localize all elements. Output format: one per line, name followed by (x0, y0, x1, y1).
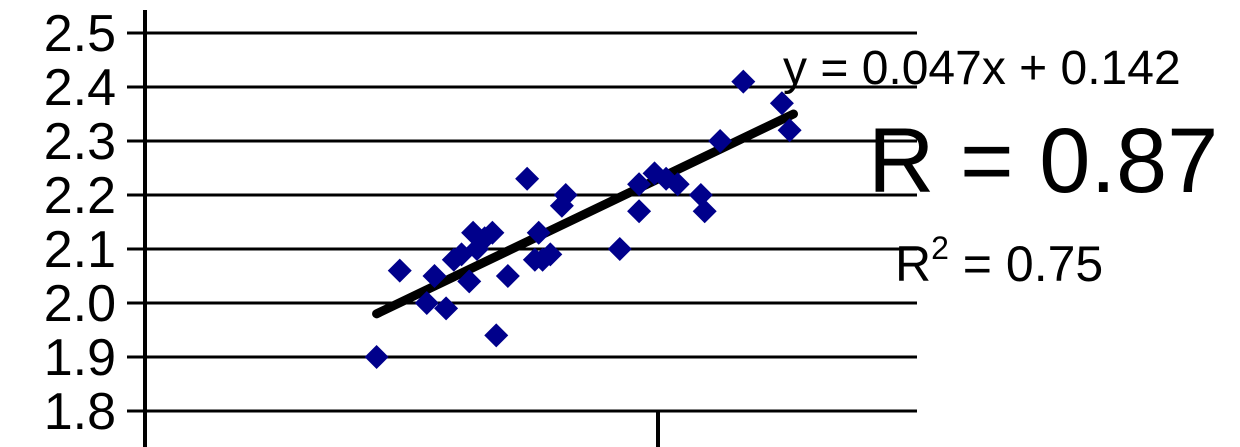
data-point-diamond (692, 199, 717, 224)
data-point-diamond (731, 69, 756, 94)
data-point-diamond (627, 199, 652, 224)
axes (143, 10, 660, 447)
y-tick-label: 1.8 (44, 383, 116, 441)
data-point-diamond (364, 345, 389, 369)
data-point-diamond (688, 183, 713, 207)
data-point-diamond (553, 183, 578, 207)
data-points (364, 69, 802, 369)
data-point-diamond (387, 258, 412, 283)
data-point-diamond (480, 220, 505, 245)
y-tick-label: 2.4 (44, 59, 116, 117)
data-point-diamond (665, 172, 690, 197)
trendline (372, 109, 798, 319)
r-squared-base: R (895, 236, 931, 292)
data-point-diamond (538, 242, 563, 267)
data-point-diamond (434, 296, 459, 321)
data-point-diamond (422, 264, 447, 288)
trendline-equation: y = 0.047x + 0.142 (783, 42, 1181, 95)
data-point-diamond (414, 291, 439, 315)
annotations: y = 0.047x + 0.142 R = 0.87 R2 = 0.75 (783, 42, 1218, 292)
y-tick-label: 2.3 (44, 113, 116, 171)
data-point-diamond (607, 237, 632, 261)
data-point-diamond (495, 264, 520, 288)
y-tick-label: 2.1 (44, 221, 116, 279)
y-tick-label: 2.0 (44, 275, 116, 333)
data-point-diamond (484, 323, 509, 348)
r-squared-superscript: 2 (931, 230, 949, 266)
data-point-diamond (777, 118, 802, 143)
y-tick-label: 2.5 (44, 5, 116, 63)
trendline-group (372, 109, 798, 319)
y-tick-label: 1.9 (44, 329, 116, 387)
y-tick-labels: 2.52.42.32.22.12.01.91.8 (44, 5, 116, 441)
data-point-diamond (526, 220, 551, 245)
y-tick-label: 2.2 (44, 167, 116, 225)
r-squared-label: R2 = 0.75 (895, 230, 1103, 292)
r-squared-value: = 0.75 (949, 236, 1103, 292)
correlation-r-label: R = 0.87 (868, 110, 1218, 212)
data-point-diamond (708, 129, 733, 153)
data-point-diamond (627, 172, 652, 197)
data-point-diamond (515, 166, 540, 191)
data-point-diamond (457, 269, 482, 294)
data-point-diamond (769, 91, 794, 116)
